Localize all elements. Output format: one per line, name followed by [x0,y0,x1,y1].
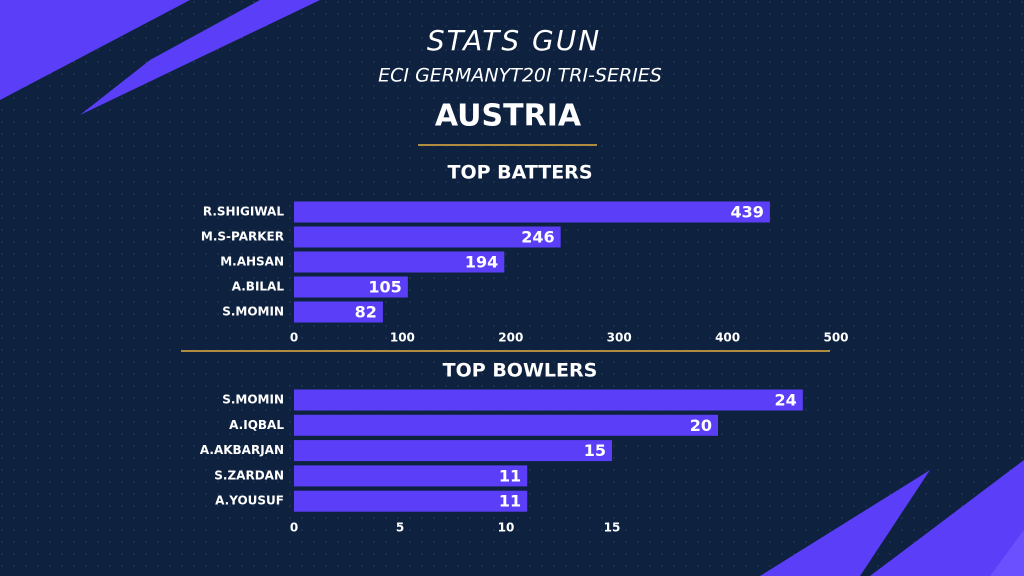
bar [294,201,770,223]
category-label: A.AKBARJAN [200,443,284,457]
x-tick-label: 300 [607,331,632,345]
bar [294,414,718,436]
category-label: A.BILAL [232,280,285,294]
subtitle: ECI GERMANYT20I TRI-SERIES [378,65,662,87]
value-label: 11 [499,466,521,485]
decor [760,470,930,576]
bar [294,490,528,512]
decor [0,0,130,70]
value-label: 11 [499,492,521,511]
x-tick-label: 500 [823,331,848,345]
x-tick-label: 5 [396,521,404,535]
team-name: AUSTRIA [435,99,582,134]
x-tick-label: 10 [498,521,515,535]
category-label: R.SHIGIWAL [203,205,284,219]
bar [294,276,408,298]
chart-title: TOP BOWLERS [443,360,598,382]
x-tick-label: 0 [290,331,298,345]
x-tick-label: 400 [715,331,740,345]
x-tick-label: 15 [604,521,621,535]
bar [294,465,528,487]
x-tick-label: 100 [390,331,415,345]
category-label: A.YOUSUF [215,494,284,508]
category-label: M.AHSAN [220,255,284,269]
title: STATS GUN [427,24,601,57]
value-label: 24 [775,391,797,410]
bar [294,440,612,462]
x-tick-label: 200 [498,331,523,345]
value-label: 105 [368,278,401,297]
bar [294,251,505,273]
bar [294,226,561,248]
category-label: S.ZARDAN [214,468,284,482]
bar [294,301,383,323]
category-label: A.IQBAL [229,418,284,432]
decor [990,530,1024,576]
chart-title: TOP BATTERS [447,162,592,184]
category-label: S.MOMIN [222,393,284,407]
decor [80,0,320,115]
category-label: S.MOMIN [222,305,284,319]
bar [294,389,803,411]
category-label: M.S-PARKER [201,230,284,244]
x-tick-label: 0 [290,521,298,535]
value-label: 15 [584,441,606,460]
value-label: 439 [730,203,763,222]
value-label: 82 [355,303,377,322]
value-label: 194 [465,253,498,272]
value-label: 20 [690,416,712,435]
decor [870,460,1024,576]
value-label: 246 [521,228,554,247]
